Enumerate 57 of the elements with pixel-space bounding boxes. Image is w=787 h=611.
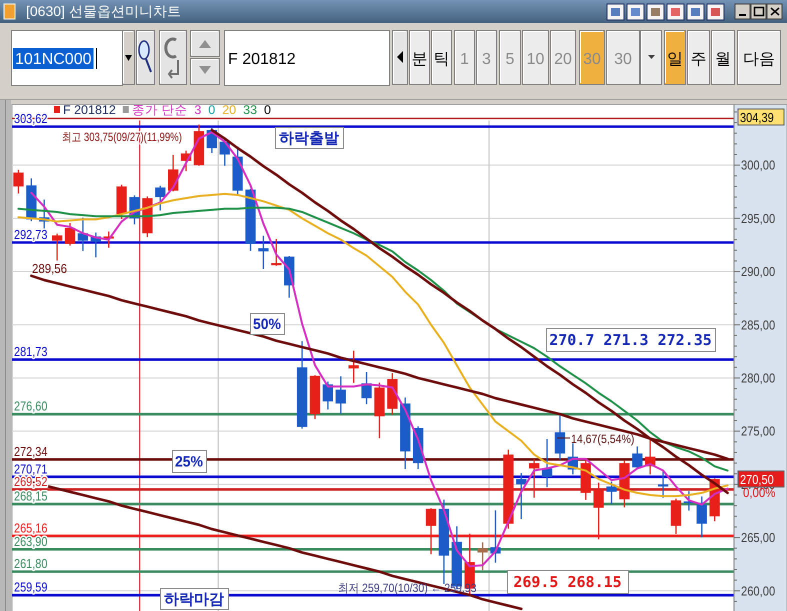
ref-label: 272,34	[14, 444, 54, 459]
button-label: 1	[460, 51, 469, 68]
y-tick: 285,00	[741, 317, 781, 332]
button-label: 주	[690, 51, 706, 68]
ref-label: 261,80	[14, 556, 54, 572]
ref-label: 268,15	[14, 488, 54, 504]
legend-label: 0	[208, 103, 216, 117]
y-tick: 260,00	[741, 583, 781, 598]
button-label: 5	[506, 51, 514, 68]
note-label: 하락출발	[275, 127, 344, 149]
note-label: 270.7 271.3 272.35	[546, 328, 716, 352]
y-tick: 275,00	[741, 424, 781, 439]
axis-price-label: 304,39	[738, 108, 784, 126]
note-label: 25%	[172, 450, 207, 473]
y-tick: 295,00	[741, 210, 781, 226]
annotation: 하락마감	[164, 591, 224, 608]
legend-label: 33	[243, 103, 258, 117]
annotation: 270.7 271.3 272.35	[549, 331, 712, 349]
ref-label: 276,60	[14, 398, 54, 414]
button-label: 20	[554, 51, 572, 68]
legend-title: 종가 단순	[132, 103, 188, 117]
button-label: 분	[412, 51, 428, 68]
axis-price-label: 270,50	[738, 470, 784, 488]
ref-label: 263,90	[14, 534, 54, 549]
legend-label: 0	[264, 103, 271, 117]
note: 289,56	[32, 261, 72, 276]
button-label: 10	[526, 51, 544, 68]
ref-label: 292,73	[14, 227, 54, 242]
button-label: 틱	[434, 51, 450, 68]
annotation: 25%	[175, 454, 206, 470]
legend-label: F 201812	[63, 103, 116, 117]
y-tick: 280,00	[741, 370, 781, 386]
legend-label: 20	[222, 103, 236, 117]
y-tick: 290,00	[741, 264, 781, 280]
button-label: 3	[482, 51, 491, 68]
button-label: 30	[614, 51, 632, 68]
button-label: 일	[667, 51, 683, 68]
note-label: 50%	[250, 313, 285, 335]
ref-label: 269,52	[14, 474, 54, 489]
annotation: 269.5 268.15	[513, 573, 622, 591]
button-label: 월	[715, 51, 731, 68]
annotation: 하락출발	[279, 130, 339, 147]
field-label: F 201812	[228, 51, 296, 68]
legend-label: 3	[194, 103, 202, 117]
y-tick: 300,00	[741, 158, 781, 173]
ref-label: 281,73	[14, 344, 54, 360]
y-tick: 265,00	[741, 530, 781, 546]
window-title: [0630] 선물옵션미니차트	[26, 3, 181, 19]
note-label: 하락마감	[160, 588, 229, 610]
button-label: 다음	[743, 51, 775, 68]
button-label: 30	[583, 51, 601, 68]
note-label: 269.5 268.15	[507, 570, 629, 594]
code-label: 101NC000	[13, 48, 94, 69]
ref-label: 265,16	[14, 520, 54, 536]
note: 14,67(5,54%)	[571, 432, 644, 446]
ref-label: 259,59	[14, 580, 54, 595]
ref-label: 270,71	[14, 461, 54, 476]
